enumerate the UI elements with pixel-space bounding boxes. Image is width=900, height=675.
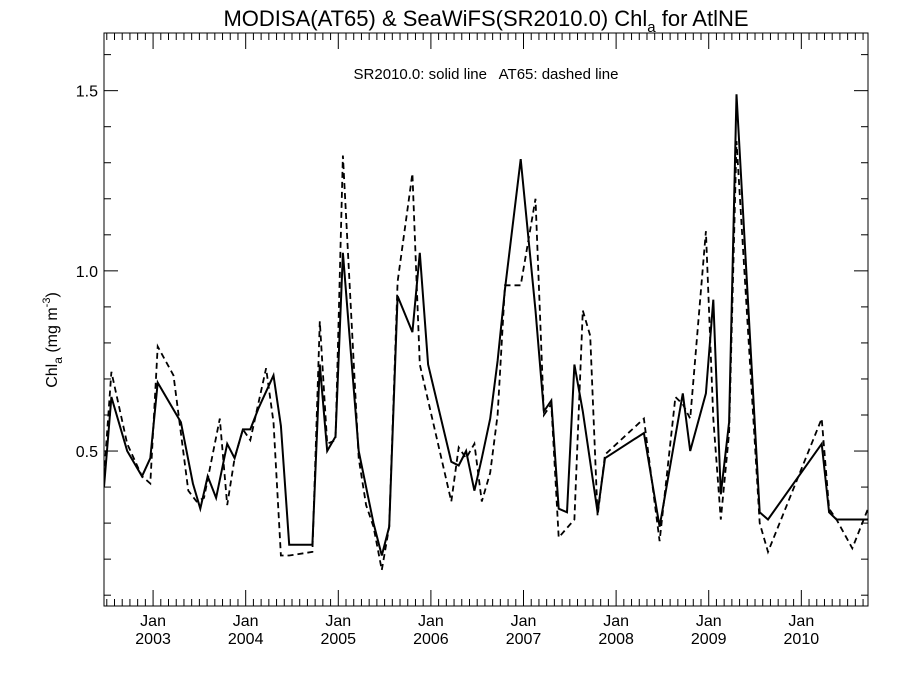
y-tick-label: 1.0 [76,264,98,281]
x-tick-year-label: 2005 [320,631,356,648]
x-tick-year-label: 2003 [135,631,171,648]
y-axis-label: Chla (mg m-3) [41,292,65,388]
chart-title-suffix: for AtlNE [656,6,749,31]
x-tick-month-label: Jan [511,613,537,630]
chart-title: MODISA(AT65) & SeaWiFS(SR2010.0) Chla fo… [223,6,748,36]
x-tick-year-label: 2007 [506,631,542,648]
x-tick-month-label: Jan [788,613,814,630]
x-tick-month-label: Jan [233,613,259,630]
y-tick-label: 0.5 [76,444,98,461]
x-tick-year-label: 2008 [598,631,634,648]
plot-frame [103,32,869,607]
chart-title-subscript: a [647,19,656,36]
series-line-dashed [104,141,868,571]
x-tick-month-label: Jan [140,613,166,630]
y-axis-label-base: Chl [44,364,61,388]
y-axis-label-unit-open: (mg m [44,307,61,357]
plot-layer: 0.51.01.5Jan2003Jan2004Jan2005Jan2006Jan… [76,32,869,648]
x-tick-year-label: 2010 [784,631,820,648]
x-tick-month-label: Jan [696,613,722,630]
chart-title-main: MODISA(AT65) & SeaWiFS(SR2010.0) Chl [223,6,647,31]
x-tick-month-label: Jan [603,613,629,630]
x-tick-month-label: Jan [418,613,444,630]
x-tick-year-label: 2006 [413,631,449,648]
x-tick-year-label: 2004 [228,631,264,648]
chart-annotation: SR2010.0: solid line AT65: dashed line [354,66,619,83]
series-line-solid [104,94,868,556]
y-axis-label-unit-close: ) [44,292,61,297]
x-tick-month-label: Jan [325,613,351,630]
x-tick-year-label: 2009 [691,631,727,648]
y-axis-label-subscript: a [51,357,65,364]
y-axis-label-unit-sup: -3 [41,298,53,308]
y-tick-label: 1.5 [76,84,98,101]
